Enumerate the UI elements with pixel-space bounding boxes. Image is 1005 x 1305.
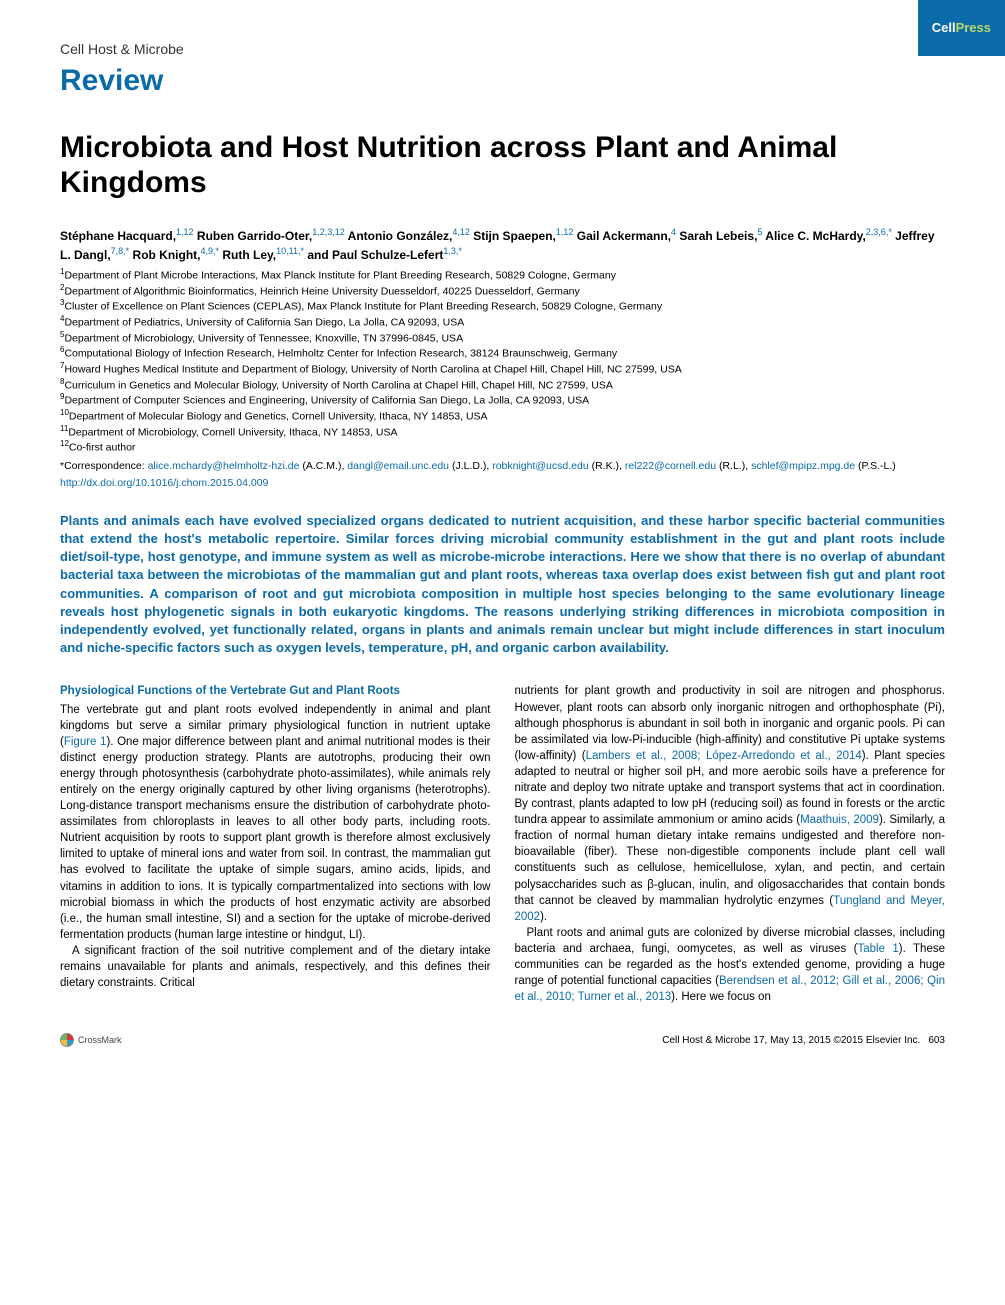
- crossmark-badge[interactable]: CrossMark: [60, 1033, 122, 1047]
- author-list: Stéphane Hacquard,1,12 Ruben Garrido-Ote…: [60, 226, 945, 264]
- affiliation-item: 7Howard Hughes Medical Institute and Dep…: [60, 361, 945, 377]
- affiliation-item: 9Department of Computer Sciences and Eng…: [60, 392, 945, 408]
- affiliation-item: 12Co-first author: [60, 439, 945, 455]
- email-link[interactable]: schlef@mpipz.mpg.de: [751, 460, 855, 472]
- paragraph: A significant fraction of the soil nutri…: [60, 943, 491, 991]
- correspondence: *Correspondence: alice.mchardy@helmholtz…: [60, 459, 945, 474]
- column-right: nutrients for plant growth and productiv…: [515, 683, 946, 1005]
- crossmark-icon: [60, 1033, 74, 1047]
- footer-citation: Cell Host & Microbe 17, May 13, 2015 ©20…: [662, 1034, 945, 1048]
- affiliation-item: 1Department of Plant Microbe Interaction…: [60, 267, 945, 283]
- page-footer: CrossMark Cell Host & Microbe 17, May 13…: [60, 1033, 945, 1047]
- header-bar: Cell Host & Microbe Review CellPress: [60, 40, 945, 101]
- citation-text: Cell Host & Microbe 17, May 13, 2015 ©20…: [662, 1034, 920, 1048]
- abstract: Plants and animals each have evolved spe…: [60, 512, 945, 658]
- email-link[interactable]: alice.mchardy@helmholtz-hzi.de: [148, 460, 300, 472]
- article-type: Review: [60, 61, 184, 102]
- affiliation-item: 4Department of Pediatrics, University of…: [60, 314, 945, 330]
- section-heading: Physiological Functions of the Vertebrat…: [60, 683, 491, 699]
- crossmark-label: CrossMark: [78, 1034, 122, 1046]
- paragraph: The vertebrate gut and plant roots evolv…: [60, 702, 491, 943]
- affiliation-item: 5Department of Microbiology, University …: [60, 330, 945, 346]
- email-link[interactable]: robknight@ucsd.edu: [492, 460, 588, 472]
- doi-link[interactable]: http://dx.doi.org/10.1016/j.chom.2015.04…: [60, 476, 945, 490]
- affiliations-list: 1Department of Plant Microbe Interaction…: [60, 267, 945, 455]
- paragraph: Plant roots and animal guts are colonize…: [515, 925, 946, 1005]
- affiliation-item: 6Computational Biology of Infection Rese…: [60, 345, 945, 361]
- affiliation-item: 2Department of Algorithmic Bioinformatic…: [60, 283, 945, 299]
- publisher-badge: CellPress: [918, 0, 1005, 56]
- column-left: Physiological Functions of the Vertebrat…: [60, 683, 491, 1005]
- affiliation-item: 10Department of Molecular Biology and Ge…: [60, 408, 945, 424]
- badge-press: Press: [956, 19, 991, 37]
- journal-block: Cell Host & Microbe Review: [60, 40, 184, 101]
- email-link[interactable]: rel222@cornell.edu: [625, 460, 716, 472]
- paragraph: nutrients for plant growth and productiv…: [515, 683, 946, 924]
- affiliation-item: 11Department of Microbiology, Cornell Un…: [60, 424, 945, 440]
- affiliation-item: 8Curriculum in Genetics and Molecular Bi…: [60, 377, 945, 393]
- page-number: 603: [928, 1034, 945, 1048]
- body-columns: Physiological Functions of the Vertebrat…: [60, 683, 945, 1005]
- email-link[interactable]: dangl@email.unc.edu: [347, 460, 449, 472]
- article-title: Microbiota and Host Nutrition across Pla…: [60, 131, 945, 200]
- badge-cell: Cell: [932, 19, 956, 37]
- affiliation-item: 3Cluster of Excellence on Plant Sciences…: [60, 298, 945, 314]
- journal-name: Cell Host & Microbe: [60, 40, 184, 59]
